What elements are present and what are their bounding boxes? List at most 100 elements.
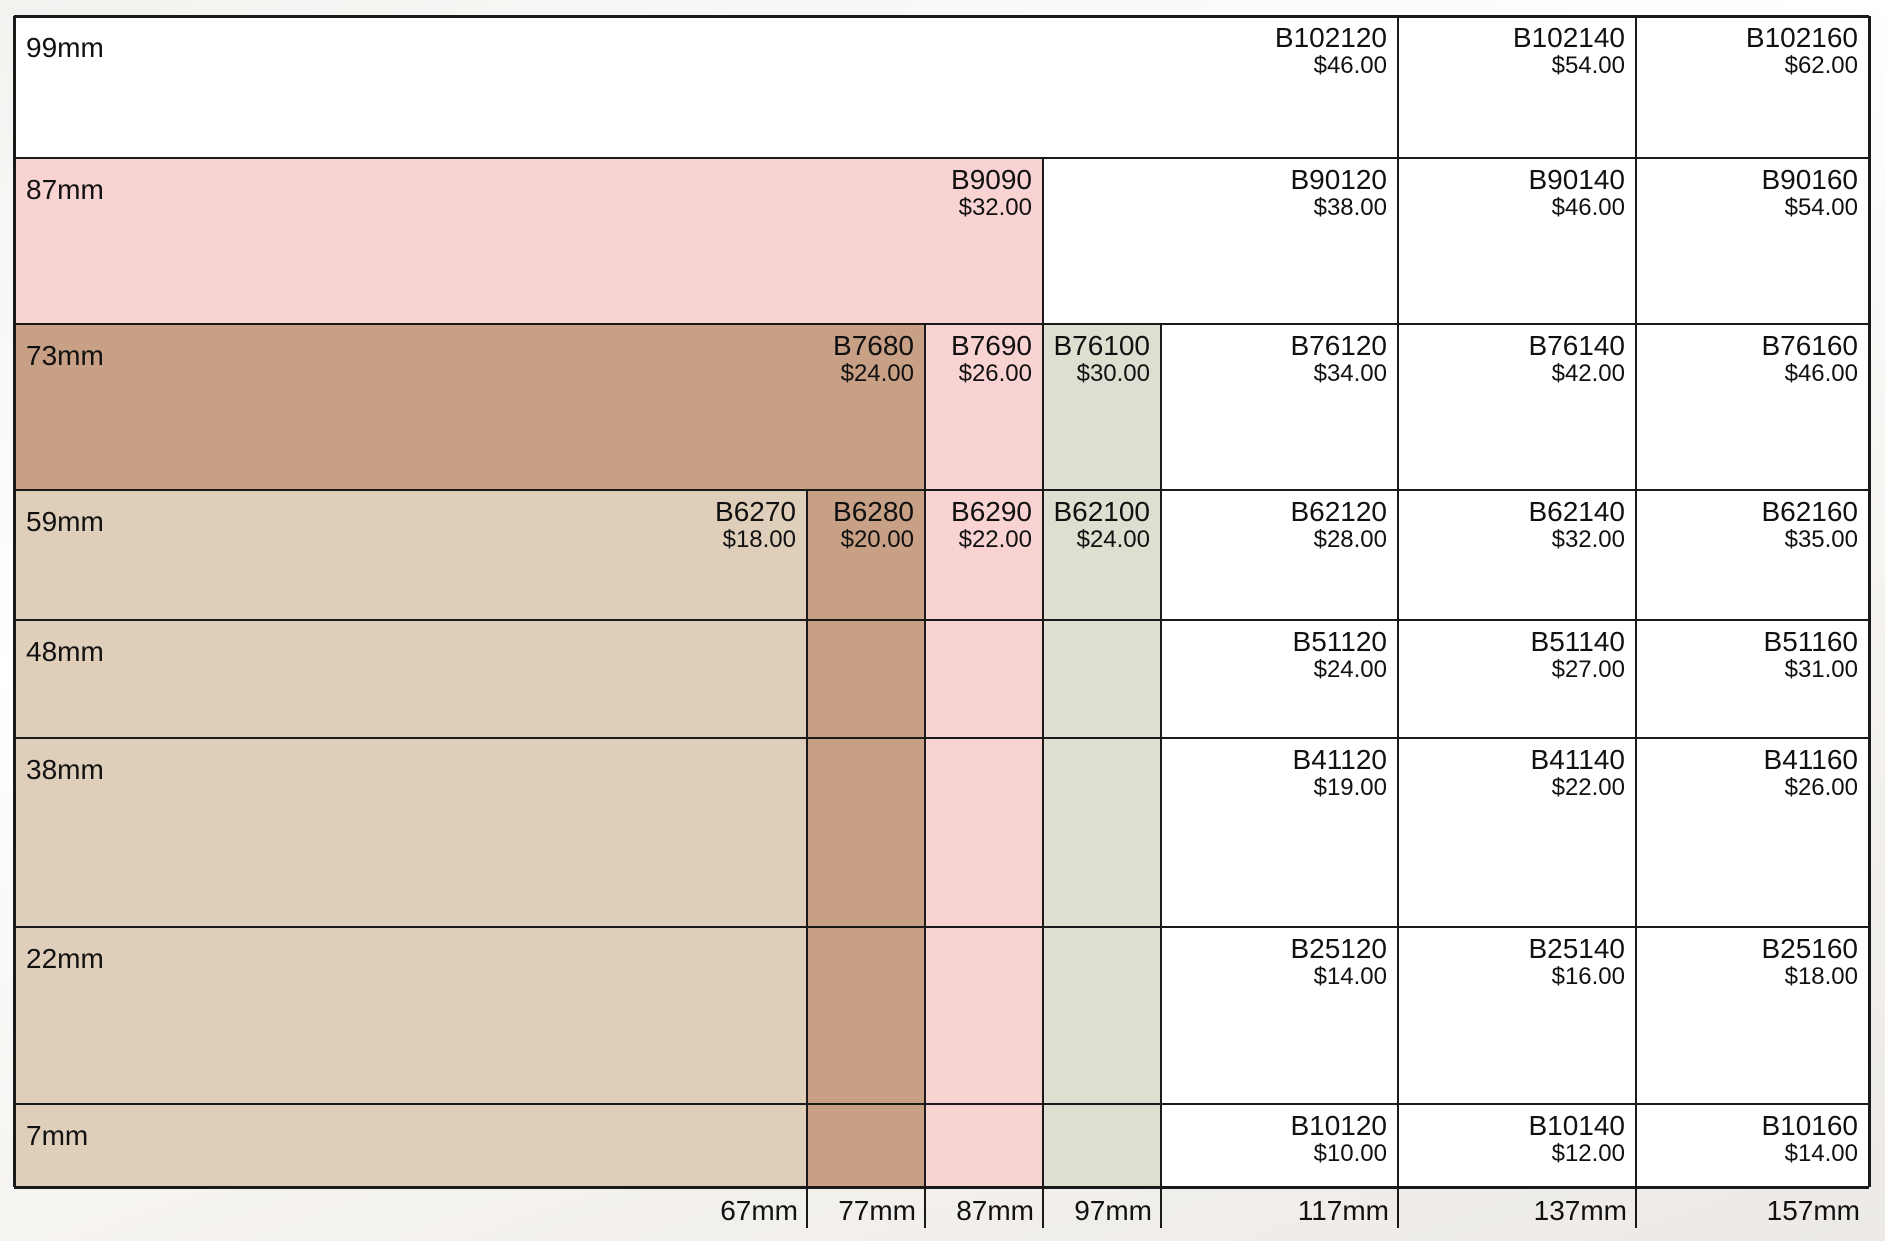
row-divider (14, 323, 1869, 325)
row-divider (14, 1103, 1869, 1105)
region-77mm-column (807, 490, 925, 1187)
height-label: 48mm (26, 636, 104, 667)
product-code: B102120 (1274, 22, 1387, 53)
region-67mm-block (14, 490, 807, 1187)
product-code: B51140 (1530, 626, 1625, 657)
height-label: 73mm (26, 340, 104, 371)
width-label: 67mm (720, 1195, 798, 1226)
product-price: $30.00 (1076, 360, 1150, 387)
product-code: B6270 (715, 496, 796, 527)
row-divider (14, 489, 1869, 491)
product-code: B7690 (951, 330, 1032, 361)
product-code: B6280 (833, 496, 914, 527)
product-code: B25140 (1528, 933, 1625, 964)
product-price: $14.00 (1313, 963, 1387, 990)
product-code: B10140 (1528, 1110, 1625, 1141)
product-code: B90140 (1528, 164, 1625, 195)
product-code: B6290 (951, 496, 1032, 527)
border-bottom (14, 1185, 1869, 1189)
product-code: B76100 (1053, 330, 1150, 361)
product-code: B90160 (1761, 164, 1858, 195)
product-price: $28.00 (1313, 526, 1387, 553)
height-label: 22mm (26, 943, 104, 974)
product-price: $46.00 (1551, 194, 1625, 221)
height-label: 99mm (26, 32, 104, 63)
product-price: $62.00 (1784, 52, 1858, 79)
product-price: $24.00 (1313, 656, 1387, 683)
height-label: 59mm (26, 506, 104, 537)
column-divider-117mm (1397, 16, 1399, 1228)
product-price: $12.00 (1551, 1140, 1625, 1167)
border-top (14, 14, 1869, 18)
product-code: B76140 (1528, 330, 1625, 361)
width-label: 97mm (1074, 1195, 1152, 1226)
product-price: $22.00 (958, 526, 1032, 553)
product-price: $24.00 (840, 360, 914, 387)
height-label: 38mm (26, 754, 104, 785)
product-price: $26.00 (1784, 774, 1858, 801)
product-price: $16.00 (1551, 963, 1625, 990)
row-divider (14, 737, 1869, 739)
product-price: $54.00 (1551, 52, 1625, 79)
product-price: $35.00 (1784, 526, 1858, 553)
product-price: $22.00 (1551, 774, 1625, 801)
height-label: 7mm (26, 1120, 89, 1151)
product-code: B102140 (1512, 22, 1625, 53)
product-price: $34.00 (1313, 360, 1387, 387)
product-code: B41160 (1763, 744, 1858, 775)
product-code: B41140 (1530, 744, 1625, 775)
product-code: B76160 (1761, 330, 1858, 361)
product-code: B90120 (1290, 164, 1387, 195)
border-left (12, 16, 16, 1187)
width-label: 117mm (1297, 1195, 1389, 1226)
row-divider (14, 619, 1869, 621)
product-price: $42.00 (1551, 360, 1625, 387)
product-price: $14.00 (1784, 1140, 1858, 1167)
product-code: B62140 (1528, 496, 1625, 527)
product-price: $32.00 (958, 194, 1032, 221)
product-price: $31.00 (1784, 656, 1858, 683)
width-label: 137mm (1533, 1195, 1627, 1226)
product-price: $54.00 (1784, 194, 1858, 221)
product-code: B10160 (1761, 1110, 1858, 1141)
column-divider-67mm (806, 490, 808, 1228)
product-price: $24.00 (1076, 526, 1150, 553)
product-code: B10120 (1290, 1110, 1387, 1141)
product-code: B62160 (1761, 496, 1858, 527)
product-code: B7680 (833, 330, 914, 361)
product-price: $18.00 (1784, 963, 1858, 990)
product-price: $32.00 (1551, 526, 1625, 553)
product-code: B41120 (1292, 744, 1387, 775)
product-price: $20.00 (840, 526, 914, 553)
column-divider-87mm (1042, 158, 1044, 1228)
column-divider-97mm (1160, 324, 1162, 1228)
product-price: $18.00 (722, 526, 796, 553)
product-code: B51120 (1292, 626, 1387, 657)
product-code: B9090 (951, 164, 1032, 195)
width-label: 77mm (838, 1195, 916, 1226)
product-price: $26.00 (958, 360, 1032, 387)
column-divider-137mm (1635, 16, 1637, 1228)
product-price: $46.00 (1784, 360, 1858, 387)
width-label: 157mm (1766, 1195, 1860, 1226)
region-97mm-column (1043, 324, 1161, 1187)
width-label: 87mm (956, 1195, 1034, 1226)
product-price: $27.00 (1551, 656, 1625, 683)
product-price: $10.00 (1313, 1140, 1387, 1167)
border-right (1867, 16, 1871, 1187)
product-code: B62100 (1053, 496, 1150, 527)
region-73mm-band (14, 324, 925, 490)
product-code: B102160 (1745, 22, 1858, 53)
row-divider (14, 157, 1869, 159)
product-code: B25120 (1290, 933, 1387, 964)
product-code: B62120 (1290, 496, 1387, 527)
region-87mm-column (925, 324, 1043, 1187)
column-divider-77mm (924, 324, 926, 1228)
product-code: B76120 (1290, 330, 1387, 361)
row-divider (14, 926, 1869, 928)
product-code: B25160 (1761, 933, 1858, 964)
region-87mm-band (14, 158, 1043, 324)
product-price: $38.00 (1313, 194, 1387, 221)
height-label: 87mm (26, 174, 104, 205)
